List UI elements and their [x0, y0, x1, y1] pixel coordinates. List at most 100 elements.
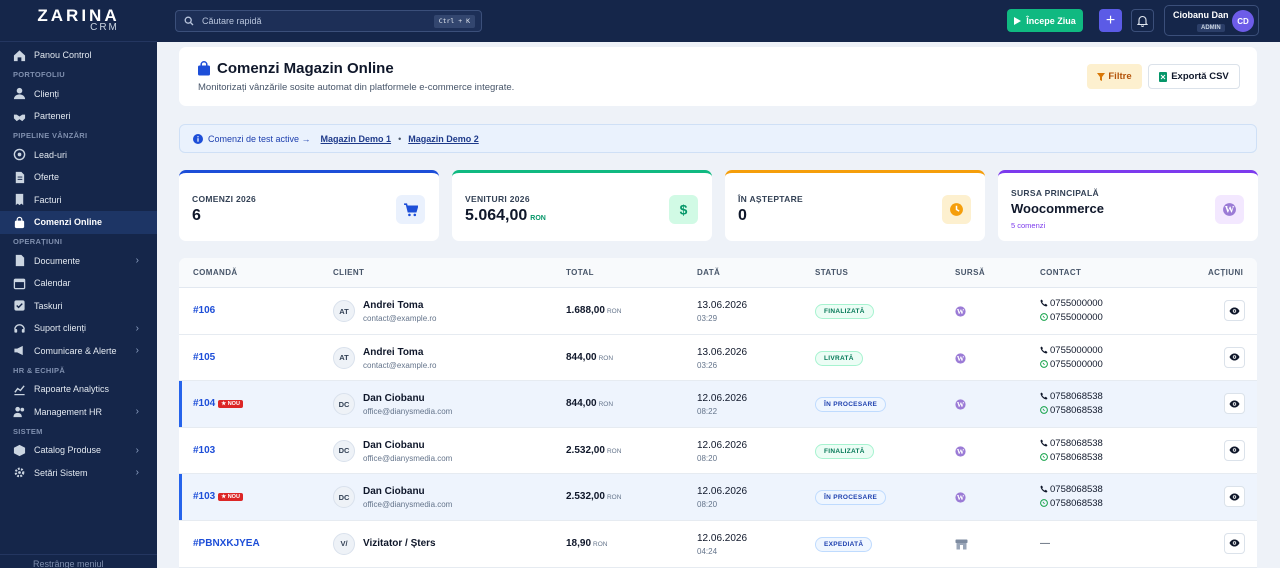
- sidebar-item-file[interactable]: Documente ›: [0, 250, 157, 273]
- sidebar-item-calendar[interactable]: Calendar: [0, 272, 157, 295]
- sidebar-item-label: Calendar: [34, 278, 71, 289]
- order-id-link[interactable]: #PBNXKJYEA: [193, 537, 260, 549]
- view-order-button[interactable]: [1224, 532, 1245, 554]
- plus-icon: +: [1105, 11, 1116, 29]
- order-id-link[interactable]: #103: [193, 444, 216, 456]
- stat-label: SURSA PRINCIPALĂ: [1011, 188, 1099, 198]
- column-header[interactable]: STATUS: [815, 268, 849, 277]
- client-avatar: AT: [333, 300, 355, 322]
- sidebar-item-handshake[interactable]: Parteneri: [0, 105, 157, 128]
- brand-name: ZARINA: [37, 6, 120, 25]
- headset-icon: [12, 321, 26, 335]
- order-id-link[interactable]: #103 ★ NOU: [193, 491, 243, 502]
- stat-label: ÎN AȘTEPTARE: [738, 194, 803, 204]
- play-icon: [1014, 16, 1022, 25]
- column-header[interactable]: DATĂ: [697, 268, 721, 277]
- table-row[interactable]: #105 AT Andrei Toma contact@example.ro 844,0…: [179, 335, 1257, 382]
- sidebar-item-megaphone[interactable]: Comunicare & Alerte ›: [0, 340, 157, 363]
- logo[interactable]: ZARINA CRM: [0, 0, 157, 42]
- notifications-button[interactable]: [1131, 9, 1154, 32]
- contact-phone[interactable]: 0758068538: [1040, 391, 1103, 402]
- add-button[interactable]: +: [1099, 9, 1122, 32]
- sidebar-item-shopping-bag[interactable]: Comenzi Online: [0, 211, 157, 234]
- client-avatar: AT: [333, 346, 355, 369]
- column-header[interactable]: TOTAL: [566, 268, 594, 277]
- start-day-label: Începe Ziua: [1026, 15, 1076, 26]
- user-menu[interactable]: Ciobanu Dan ADMIN CD: [1164, 5, 1259, 36]
- table-row[interactable]: #104 ★ NOU DC Dan Ciobanu office@dianysmedia…: [179, 381, 1257, 428]
- column-header[interactable]: COMANDĂ: [193, 268, 238, 277]
- table-row[interactable]: #PBNXKJYEA V/Vizitator / Șters 18,90 RON 12.…: [179, 521, 1257, 568]
- filter-button[interactable]: Filtre: [1087, 64, 1142, 89]
- sidebar-item-headset[interactable]: Suport clienți ›: [0, 317, 157, 340]
- contact-phone[interactable]: 0758068538: [1040, 484, 1103, 495]
- table-row[interactable]: #103 ★ NOU DC Dan Ciobanu office@dianysmedia…: [179, 474, 1257, 521]
- user-role-badge: ADMIN: [1197, 24, 1225, 32]
- cart-icon: [396, 195, 425, 224]
- wordpress-icon: W: [955, 397, 966, 415]
- column-header[interactable]: SURSĂ: [955, 268, 986, 277]
- column-header[interactable]: CONTACT: [1040, 268, 1082, 277]
- contact-phone[interactable]: 0755000000: [1040, 298, 1103, 309]
- collapse-menu-button[interactable]: Restrânge meniul: [0, 554, 157, 568]
- order-total: 2.532,00 RON: [566, 491, 622, 503]
- sidebar-item-gear[interactable]: Setări Sistem ›: [0, 462, 157, 485]
- test-orders-info: Comenzi de test active → Magazin Demo 1 …: [179, 124, 1257, 153]
- chevron-right-icon: ›: [135, 406, 139, 418]
- eye-icon: [1229, 400, 1240, 408]
- order-id-link[interactable]: #106: [193, 305, 216, 316]
- sidebar-item-target[interactable]: Lead-uri: [0, 144, 157, 167]
- contact-phone[interactable]: 0758068538: [1040, 438, 1103, 449]
- filter-label: Filtre: [1108, 71, 1132, 82]
- view-order-button[interactable]: [1224, 300, 1245, 321]
- order-id-link[interactable]: #104 ★ NOU: [193, 398, 243, 409]
- view-order-button[interactable]: [1224, 393, 1245, 415]
- contact-whatsapp[interactable]: 0758068538: [1040, 498, 1103, 509]
- info-separator: •: [398, 133, 402, 144]
- contact-whatsapp[interactable]: 0755000000: [1040, 359, 1103, 370]
- sidebar-item-document[interactable]: Oferte: [0, 166, 157, 189]
- status-badge: FINALIZATĂ: [815, 443, 874, 459]
- sidebar-item-users[interactable]: Management HR ›: [0, 401, 157, 424]
- sidebar-item-chart-line[interactable]: Rapoarte Analytics: [0, 378, 157, 401]
- sidebar-item-label: Oferte: [34, 172, 60, 183]
- sidebar-item-box[interactable]: Catalog Produse ›: [0, 439, 157, 462]
- start-day-button[interactable]: Începe Ziua: [1007, 9, 1083, 32]
- client-name: Andrei Toma: [363, 346, 424, 358]
- client-avatar: DC: [333, 486, 355, 509]
- table-row[interactable]: #106 AT Andrei Toma contact@example.ro 1.688…: [179, 288, 1257, 335]
- client-avatar: DC: [333, 439, 355, 462]
- view-order-button[interactable]: [1224, 439, 1245, 461]
- sidebar-item-user[interactable]: Clienți: [0, 83, 157, 106]
- status-badge: ÎN PROCESARE: [815, 490, 887, 506]
- order-total: 844,00 RON: [566, 398, 614, 410]
- chevron-right-icon: ›: [135, 444, 139, 456]
- shopping-bag-icon: [198, 61, 210, 76]
- demo-store-1-link[interactable]: Magazin Demo 1: [320, 133, 392, 144]
- contact-whatsapp[interactable]: 0758068538: [1040, 405, 1103, 416]
- contact-whatsapp[interactable]: 0758068538: [1040, 452, 1103, 463]
- column-header[interactable]: CLIENT: [333, 268, 365, 277]
- sidebar-item-checkbox[interactable]: Taskuri: [0, 295, 157, 318]
- column-header[interactable]: ACȚIUNI: [1208, 268, 1244, 277]
- view-order-button[interactable]: [1224, 346, 1245, 368]
- contact-whatsapp[interactable]: 0755000000: [1040, 312, 1103, 323]
- order-total: 18,90 RON: [566, 537, 608, 549]
- demo-store-2-link[interactable]: Magazin Demo 2: [408, 133, 479, 144]
- order-date: 13.06.2026: [697, 346, 748, 358]
- view-order-button[interactable]: [1224, 486, 1245, 508]
- eye-icon: [1229, 307, 1240, 314]
- contact-phone[interactable]: 0755000000: [1040, 345, 1103, 356]
- chart-line-icon: [12, 382, 26, 396]
- users-icon: [12, 405, 26, 419]
- order-total: 2.532,00 RON: [566, 444, 622, 456]
- client-email: contact@example.ro: [363, 314, 437, 323]
- whatsapp-icon: [1040, 359, 1048, 368]
- order-id-link[interactable]: #105: [193, 351, 216, 363]
- export-csv-button[interactable]: Exportă CSV: [1148, 64, 1240, 89]
- home-icon: [12, 48, 26, 62]
- sidebar-item-home[interactable]: Panou Control: [0, 44, 157, 67]
- table-row[interactable]: #103 DC Dan Ciobanu office@dianysmedia.com 2…: [179, 428, 1257, 475]
- sidebar-item-invoice[interactable]: Facturi: [0, 189, 157, 212]
- search-input[interactable]: Căutare rapidă Ctrl + K: [175, 10, 482, 32]
